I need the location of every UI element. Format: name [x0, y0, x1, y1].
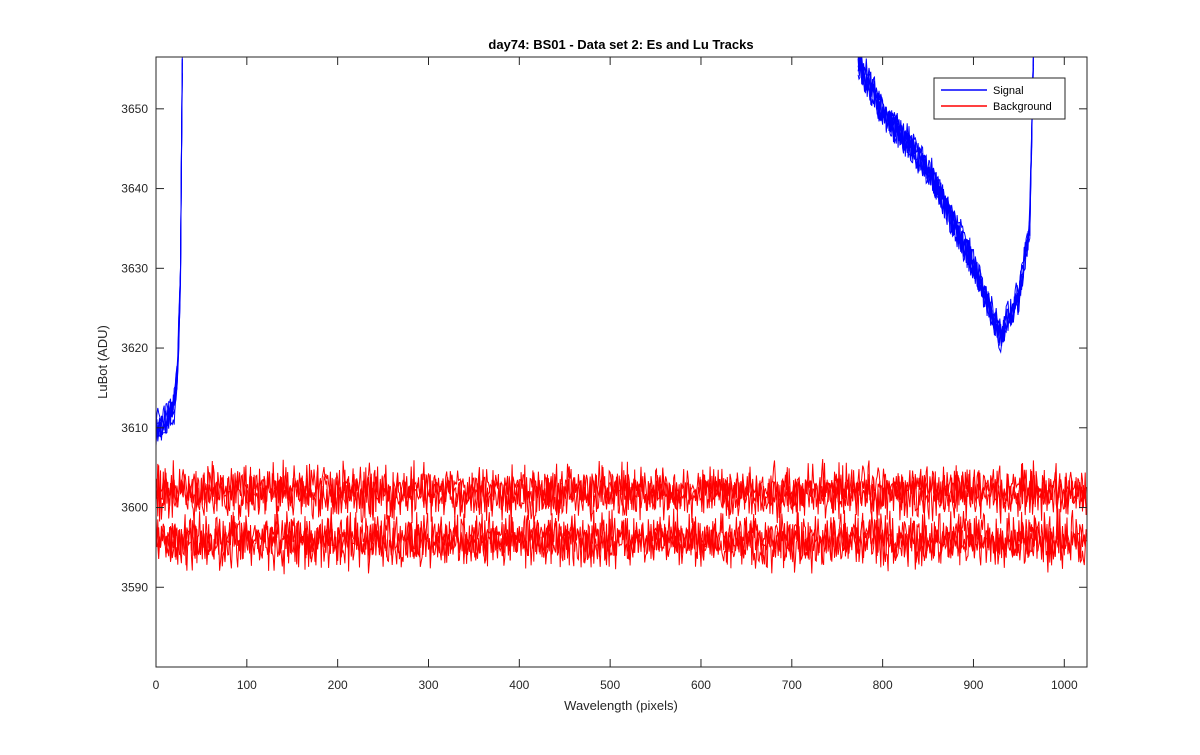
- x-tick-label: 600: [691, 678, 711, 692]
- y-tick-label: 3600: [121, 501, 148, 515]
- plot-frame: [155, 56, 1088, 668]
- background-series-line: [156, 461, 1087, 526]
- x-tick-label: 500: [600, 678, 620, 692]
- background-series-line: [156, 506, 1087, 572]
- x-tick-label: 100: [237, 678, 257, 692]
- x-tick-label: 900: [963, 678, 983, 692]
- legend: Signal Background: [933, 77, 1066, 120]
- signal-series-line: [857, 57, 1034, 347]
- legend-box: [933, 77, 1066, 120]
- y-tick-label: 3650: [121, 102, 148, 116]
- y-tick-label: 3630: [121, 261, 148, 275]
- x-tick-label: 300: [418, 678, 438, 692]
- x-tick-label: 700: [782, 678, 802, 692]
- y-tick-label: 3590: [121, 580, 148, 594]
- x-tick-label: 200: [328, 678, 348, 692]
- y-tick-label: 3640: [121, 182, 148, 196]
- y-tick-label: 3620: [121, 341, 148, 355]
- series-layer: [156, 57, 1087, 575]
- ticks-layer: 0 100 200 300 400 500 600 700 800 900 1000 3590 3600…: [121, 57, 1087, 692]
- y-tick-label: 3610: [121, 421, 148, 435]
- x-tick-label: 0: [153, 678, 160, 692]
- signal-series-line: [156, 59, 183, 434]
- legend-signal-label: Signal: [993, 85, 1024, 97]
- chart-title: day74: BS01 - Data set 2: Es and Lu Trac…: [488, 37, 753, 52]
- y-axis-label: LuBot (ADU): [95, 325, 110, 399]
- x-tick-label: 400: [509, 678, 529, 692]
- x-axis-label: Wavelength (pixels): [564, 698, 678, 713]
- x-tick-label: 800: [873, 678, 893, 692]
- legend-background-label: Background: [993, 101, 1052, 113]
- x-tick-label: 1000: [1051, 678, 1078, 692]
